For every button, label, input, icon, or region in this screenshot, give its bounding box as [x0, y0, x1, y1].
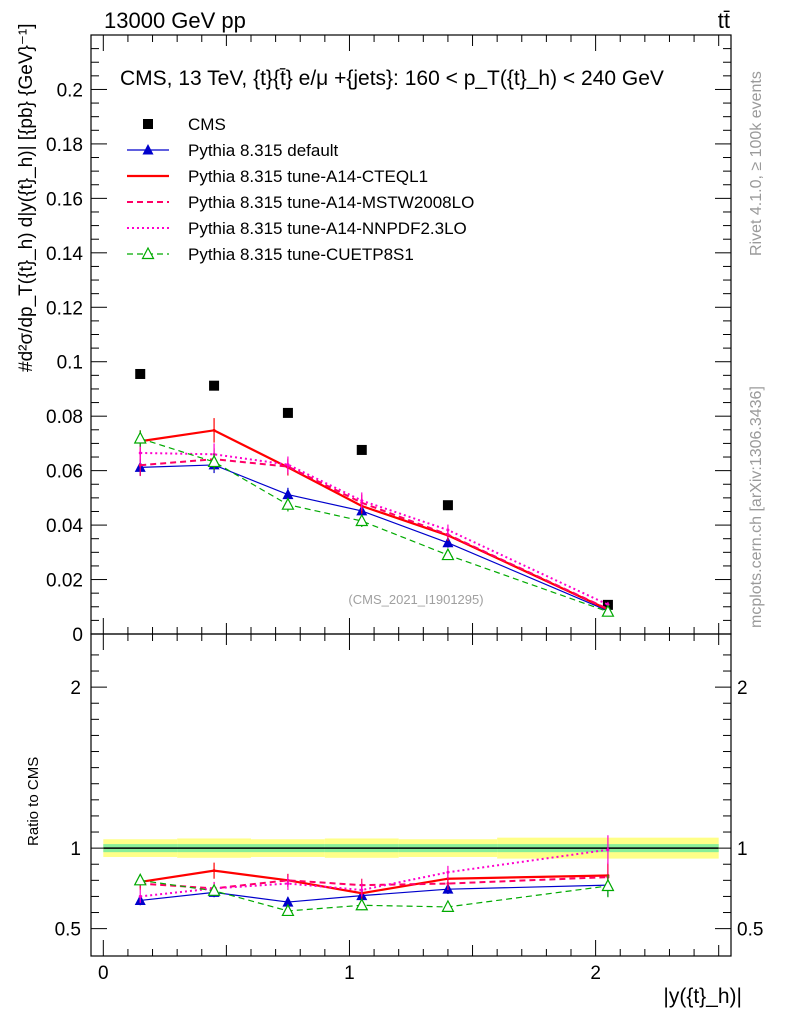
main-series [138, 448, 610, 612]
ratio-y-axis-ticks: 0.5 0.5 1 1 2 2 [55, 654, 763, 941]
main-data-point [442, 500, 453, 511]
main-series-line [140, 437, 609, 613]
legend-label: Pythia 8.315 tune-CUETP8S1 [188, 245, 414, 264]
ratio-y-tick-label: 1 [70, 839, 81, 860]
legend: CMS Pythia 8.315 default Pythia 8.315 tune… [127, 115, 474, 264]
main-data-point [209, 380, 220, 391]
main-y-tick-label: 0.14 [46, 244, 83, 265]
process-label: tt̄ [718, 8, 730, 33]
plot-title: CMS, 13 TeV, {t}{t̄} e/μ +{jets}: 160 < … [120, 67, 664, 90]
main-y-tick-label: 0.02 [46, 571, 83, 592]
main-y-tick-label-0: 0 [72, 625, 83, 646]
main-data-point [446, 528, 450, 532]
main-data-point [356, 444, 367, 455]
main-series-line [140, 451, 609, 606]
main-data-point [207, 454, 221, 468]
main-data-point [360, 499, 364, 503]
ratio-y-tick-label-right: 2 [737, 678, 748, 699]
ratio-data-point [441, 899, 455, 912]
main-data-point [286, 463, 290, 467]
main-data-point [135, 368, 146, 379]
main-y-tick-label: 0.04 [46, 516, 83, 537]
rivet-version-label: Rivet 4.1.0, ≥ 100k events [748, 71, 765, 256]
main-data-point [442, 536, 454, 548]
main-series [135, 368, 613, 610]
x-tick-label: 2 [590, 963, 601, 984]
main-y-tick-label: 0.18 [46, 135, 83, 156]
ratio-data-point [355, 897, 369, 911]
main-series-line [140, 458, 609, 610]
ratio-y-axis-title: Ratio to CMS [25, 757, 42, 846]
main-y-axis-ticks: 0 0.02 0.04 0.06 0.08 0.1 0.12 0.14 0.16 0.18 0.2 [46, 48, 731, 646]
ratio-series [138, 835, 610, 903]
main-series-line [140, 464, 609, 612]
ratio-data-point [286, 882, 290, 886]
main-data-point [601, 604, 615, 617]
main-y-tick-label: 0.2 [57, 80, 83, 101]
ratio-data-point [133, 873, 147, 886]
ratio-data-point [606, 848, 610, 852]
ratio-data-point [446, 870, 450, 874]
ratio-y-tick-label: 0.5 [55, 920, 81, 941]
legend-marker [142, 144, 154, 155]
main-series-group [133, 368, 615, 617]
main-data-point [441, 547, 455, 561]
x-axis-title: |y({t}_h)| [663, 985, 742, 1008]
main-y-axis-title: #d²σ/dp_T({t}_h) d|y({t}_h)| [{pb} {GeV}… [16, 23, 37, 372]
analysis-watermark: (CMS_2021_I1901295) [348, 592, 483, 607]
ratio-data-point [446, 882, 450, 886]
x-tick-label: 0 [98, 963, 109, 984]
ratio-y-tick-label-right: 0.5 [737, 920, 763, 941]
ratio-data-point [138, 894, 142, 898]
mcplots-label: mcplots.cern.ch [arXiv:1306.3436] [748, 386, 765, 628]
main-series-line [140, 429, 609, 611]
main-data-point [281, 497, 295, 510]
legend-marker [143, 119, 153, 129]
legend-label: Pythia 8.315 tune-A14-MSTW2008LO [188, 193, 474, 212]
ratio-series [133, 873, 615, 917]
ratio-data-point [360, 888, 364, 892]
ratio-series-line [140, 879, 609, 912]
ratio-y-tick-label: 2 [70, 678, 81, 699]
legend-marker [141, 246, 155, 260]
legend-label: CMS [188, 115, 226, 134]
ratio-data-point [281, 903, 295, 917]
energy-label: 13000 GeV pp [104, 8, 246, 33]
ratio-series-line [140, 884, 608, 903]
legend-label: Pythia 8.315 default [188, 141, 339, 160]
ratio-y-tick-label-right: 1 [737, 839, 748, 860]
ratio-series-group [133, 835, 615, 917]
ratio-data-point [212, 869, 216, 873]
legend-label: Pythia 8.315 tune-A14-NNPDF2.3LO [188, 219, 467, 238]
main-data-point [138, 451, 142, 455]
main-data-point [282, 407, 293, 418]
legend-label: Pythia 8.315 tune-A14-CTEQL1 [188, 167, 428, 186]
ratio-data-point [282, 896, 294, 907]
main-series [133, 430, 615, 617]
main-plot-frame [90, 34, 732, 635]
main-y-tick-label: 0.16 [46, 189, 83, 210]
x-axis-ticks: 0 1 2 [98, 35, 720, 984]
main-y-tick-label: 0.12 [46, 298, 83, 319]
main-y-tick-label: 0.06 [46, 462, 83, 483]
main-data-point [212, 428, 216, 432]
ratio-data-point [207, 883, 221, 896]
main-y-tick-label: 0.1 [57, 353, 83, 374]
ratio-data-point [601, 878, 615, 892]
ratio-series-line [140, 848, 609, 898]
main-data-point [355, 513, 369, 527]
main-data-point [133, 431, 147, 444]
main-y-tick-label: 0.08 [46, 407, 83, 428]
x-tick-label: 1 [344, 963, 355, 984]
main-data-point [282, 488, 294, 500]
ratio-series-line [140, 876, 608, 890]
ratio-plot-frame [90, 633, 732, 957]
main-data-point [138, 463, 142, 467]
